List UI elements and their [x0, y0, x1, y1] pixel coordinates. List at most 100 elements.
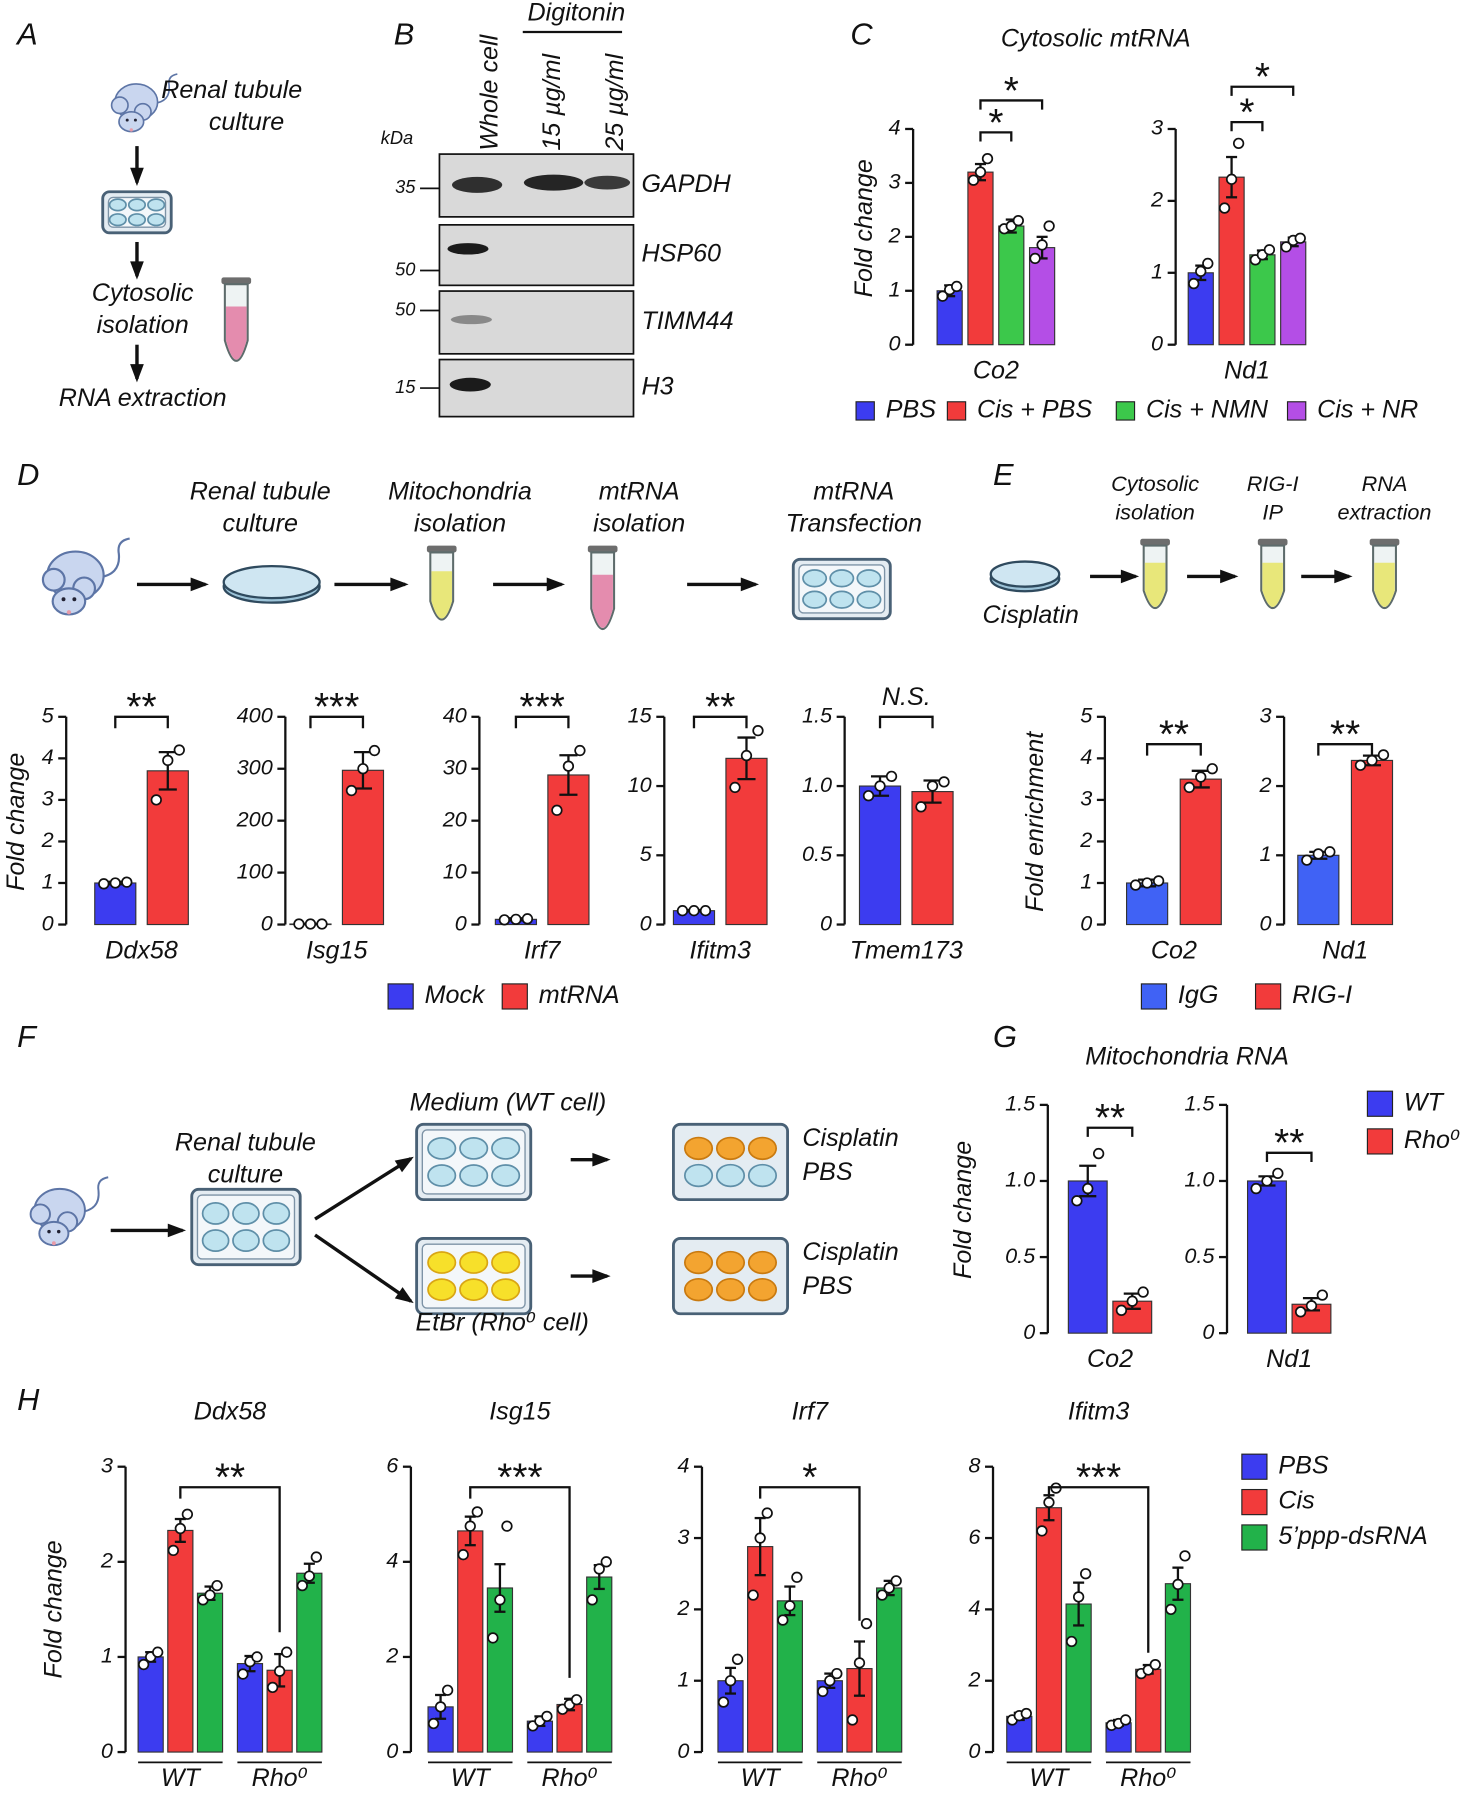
y-tick-label: 0: [820, 910, 832, 935]
data-point: [1165, 1603, 1177, 1616]
legend-label: Cis + NMN: [1146, 396, 1269, 424]
well: [491, 1136, 521, 1160]
data-point: [761, 1507, 773, 1519]
bar: [1218, 176, 1245, 346]
data-point: [1115, 1304, 1128, 1316]
y-tick-label: 2: [100, 1548, 113, 1573]
well: [491, 1278, 521, 1302]
y-tick-label: 1.5: [1184, 1091, 1215, 1116]
data-point: [729, 781, 741, 794]
y-tick-label: 1.0: [1005, 1167, 1035, 1192]
bar: [94, 882, 137, 926]
data-point: [304, 918, 317, 930]
data-point: [487, 1632, 499, 1644]
data-point: [1071, 1195, 1083, 1207]
treatment-label: Digitonin: [528, 0, 626, 26]
data-point: [938, 776, 950, 788]
x-tick-label: WT: [1029, 1764, 1070, 1792]
y-tick-label: 4: [1080, 744, 1092, 769]
dish-top: [989, 560, 1061, 588]
mouse-eye: [47, 1229, 51, 1234]
y-tick-label: 2: [1258, 772, 1271, 797]
significance-label: **: [1274, 1122, 1304, 1165]
data-point: [316, 918, 328, 930]
data-point: [510, 913, 522, 925]
y-tick-label: 0: [386, 1738, 398, 1763]
bar: [167, 1529, 194, 1753]
y-tick-label: 2: [1150, 187, 1163, 212]
protein-label: HSP60: [641, 240, 721, 268]
significance-label: **: [1159, 714, 1189, 757]
data-point: [831, 1667, 843, 1680]
tube-liquid: [431, 571, 452, 619]
data-point: [357, 763, 369, 775]
treatment-label: Cisplatin: [802, 1238, 898, 1266]
y-tick-label: 1.5: [802, 703, 833, 728]
data-point: [211, 1579, 223, 1592]
bar: [1067, 1180, 1108, 1334]
well: [802, 590, 828, 609]
data-point: [1141, 877, 1153, 889]
y-tick-label: 1.0: [1184, 1167, 1214, 1192]
protein-label: H3: [641, 373, 673, 401]
data-point: [1218, 202, 1231, 214]
well: [747, 1136, 778, 1161]
significance-bracket: [309, 715, 365, 729]
y-tick-label: 4: [968, 1595, 980, 1620]
data-point: [150, 794, 162, 806]
well: [127, 213, 147, 227]
y-tick-label: 1: [101, 1643, 113, 1668]
tube-liquid: [1262, 562, 1283, 607]
data-point: [1324, 846, 1336, 858]
subplot-title: Irf7: [792, 1398, 829, 1426]
significance-bracket: [878, 715, 934, 729]
y-tick-label: 0: [261, 910, 273, 935]
legend-swatch: [1115, 401, 1136, 421]
legend-swatch: [1241, 1453, 1268, 1480]
data-point: [570, 1694, 583, 1706]
step-label: IP: [1262, 499, 1283, 524]
x-tick-label: Ifitm3: [690, 937, 751, 965]
tube-cap: [426, 545, 457, 553]
bar: [911, 791, 954, 926]
y-tick-label: 0: [455, 910, 467, 935]
data-point: [724, 1675, 737, 1687]
well: [262, 1202, 291, 1225]
mouse-ear: [41, 567, 66, 592]
significance-bracket: [1145, 743, 1202, 756]
y-tick-label: 6: [386, 1452, 399, 1477]
bar: [1135, 1668, 1162, 1753]
y-tick-label: 0: [968, 1738, 980, 1763]
data-point: [1305, 1300, 1318, 1312]
y-tick-label: 1: [1080, 869, 1092, 894]
data-point: [204, 1589, 216, 1601]
data-point: [1029, 252, 1041, 265]
step-label: mtRNA: [599, 478, 680, 506]
legend-label: PBS: [1278, 1451, 1328, 1479]
step-label: Renal tubule: [175, 1128, 316, 1156]
dish-top: [222, 564, 321, 600]
plate: [672, 1122, 789, 1202]
data-point: [109, 877, 121, 889]
y-tick-label: 8: [968, 1452, 980, 1477]
x-tick-label: Isg15: [306, 937, 368, 965]
significance-label: ***: [497, 1457, 542, 1500]
data-point: [1020, 1707, 1032, 1720]
lane-label: 15 µg/ml: [538, 52, 566, 150]
mouse-ear: [110, 96, 129, 115]
well: [747, 1277, 778, 1302]
y-tick-label: 2: [967, 1666, 980, 1691]
data-point: [521, 913, 534, 925]
mouse-tail: [152, 73, 178, 105]
marker-label: 35: [395, 176, 416, 197]
data-point: [600, 1556, 612, 1568]
data-point: [1294, 232, 1306, 244]
well: [427, 1136, 457, 1160]
tube-liquid: [225, 306, 247, 360]
y-tick-label: 1: [889, 277, 901, 302]
y-tick-label: 1: [42, 869, 54, 894]
legend-label: RIG-I: [1292, 981, 1352, 1009]
bar: [776, 1600, 803, 1753]
well: [683, 1163, 714, 1188]
well: [127, 198, 147, 212]
